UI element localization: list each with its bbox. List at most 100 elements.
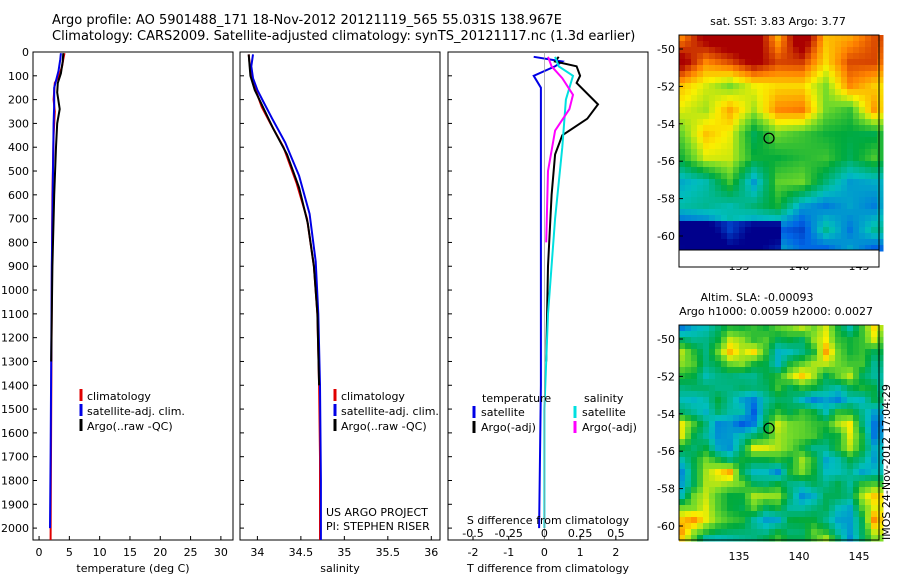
map-cell [757,137,764,144]
map-cell [865,101,872,108]
map-cell [709,77,716,84]
map-cell [691,391,698,398]
map-cell [847,65,854,72]
map-cell [703,487,710,494]
map-cell [853,373,860,380]
map-cell [811,337,818,344]
map-cell [775,433,782,440]
map-cell [679,397,686,404]
map-cell [859,125,866,132]
map-cell [703,379,710,386]
map-cell [847,101,854,108]
map-cell [805,203,812,210]
map-cell [715,95,722,102]
map-cell [835,445,842,452]
map-cell [763,71,770,78]
map-cell [847,35,854,42]
map-cell [775,367,782,374]
map-cell [793,221,800,228]
map-cell [799,239,806,246]
map-cell [781,77,788,84]
map-cell [871,59,878,66]
map-cell [697,47,704,54]
map-cell [745,475,752,482]
map-cell [847,439,854,446]
map-cell [799,331,806,338]
map-cell [793,421,800,428]
map-cell [811,421,818,428]
map-cell [727,409,734,416]
map-cell [733,71,740,78]
map-cell [739,149,746,156]
map-cell [691,41,698,48]
map-cell [703,349,710,356]
map-cell [841,95,848,102]
map-cell [703,173,710,180]
map-cell [763,197,770,204]
map-cell [763,155,770,162]
map-cell [709,71,716,78]
map-cell [721,65,728,72]
map-cell [847,331,854,338]
map-cell [829,149,836,156]
map-cell [763,125,770,132]
map-cell [739,451,746,458]
x-tick-label: 5 [66,546,73,559]
legend-label: climatology [341,390,405,403]
map-cell [685,173,692,180]
map-cell [715,53,722,60]
map-cell [859,505,866,512]
map-cell [841,131,848,138]
map-cell [679,119,686,126]
map-cell [763,149,770,156]
map-cell [805,113,812,120]
map-cell [811,83,818,90]
map-cell [727,71,734,78]
x-tick-label: 2 [612,546,619,559]
map-cell [793,403,800,410]
map-cell [703,101,710,108]
map-cell [721,325,728,332]
map-cell [679,209,686,216]
map-cell [691,439,698,446]
map-cell [847,71,854,78]
map-cell [691,191,698,198]
map-cell [745,95,752,102]
map-cell [751,185,758,192]
map-cell [715,361,722,368]
map-cell [763,451,770,458]
map-cell [823,125,830,132]
map-cell [781,427,788,434]
map-cell [781,535,788,542]
map-cell [751,433,758,440]
map-cell [805,499,812,506]
map-cell [679,331,686,338]
map-cell [715,421,722,428]
map-cell [847,421,854,428]
map-cell [709,95,716,102]
series-line [50,53,65,362]
project-note: US ARGO PROJECT [326,506,428,519]
map-cell [769,367,776,374]
map-cell [685,161,692,168]
map-cell [835,233,842,240]
map-cell [853,523,860,530]
map-cell [745,161,752,168]
map-cell [769,239,776,246]
map-cell [829,185,836,192]
map-cell [853,191,860,198]
map-cell [727,239,734,246]
map-cell [805,89,812,96]
map-cell [745,113,752,120]
map-cell [847,239,854,246]
map-cell [817,457,824,464]
map-cell [745,209,752,216]
map-cell [781,209,788,216]
map-cell [805,35,812,42]
map-cell [709,325,716,332]
map-cell [805,403,812,410]
map-cell [865,149,872,156]
map-cell [739,89,746,96]
map-cell [679,457,686,464]
